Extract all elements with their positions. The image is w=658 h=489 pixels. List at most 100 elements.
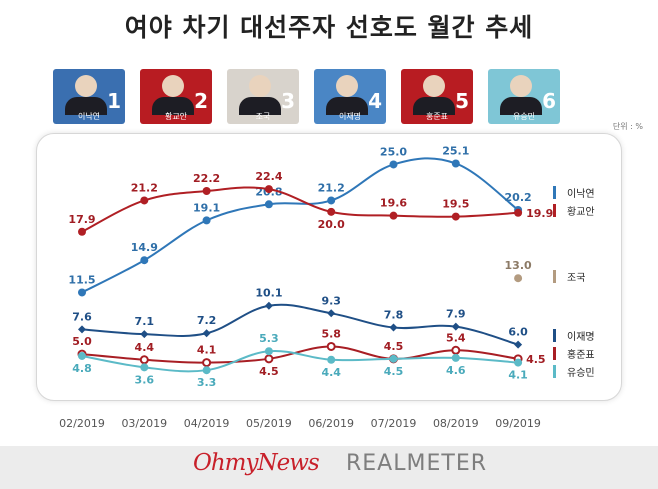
data-point	[264, 185, 273, 194]
data-point	[327, 196, 336, 205]
legend-swatch	[553, 365, 556, 378]
data-label: 5.3	[259, 332, 279, 345]
legend-swatch	[553, 270, 556, 283]
data-label: 4.5	[259, 365, 279, 378]
data-point	[202, 358, 212, 368]
unit-label: 단위 : %	[612, 122, 643, 131]
data-label: 4.1	[197, 344, 217, 357]
candidate-number: 1	[107, 89, 121, 113]
candidate-card: 6 유승민	[488, 69, 560, 124]
data-label: 5.8	[321, 327, 341, 340]
x-tick-label: 07/2019	[371, 417, 417, 430]
data-label: 5.0	[72, 335, 92, 348]
x-tick-label: 09/2019	[495, 417, 541, 430]
candidate-number: 4	[368, 89, 382, 113]
data-point	[389, 211, 398, 220]
legend-label: 홍준표	[567, 348, 595, 361]
data-label: 4.4	[135, 341, 155, 354]
chart-title: 여야 차기 대선주자 선호도 월간 추세	[124, 13, 534, 42]
data-label: 20.0	[318, 218, 345, 231]
x-tick-label: 05/2019	[246, 417, 292, 430]
data-label: 7.6	[72, 310, 92, 323]
series-line	[81, 349, 519, 373]
data-label: 19.1	[193, 201, 220, 214]
data-point	[326, 341, 336, 351]
data-label: 19.5	[442, 198, 469, 211]
x-tick-label: 06/2019	[308, 417, 354, 430]
data-point	[140, 256, 149, 265]
legend-label: 조국	[567, 272, 585, 284]
data-label: 7.1	[135, 315, 155, 328]
series-line	[81, 345, 519, 364]
realmeter-logo: REALMETER	[346, 451, 487, 476]
data-point	[327, 355, 336, 364]
data-point	[202, 186, 211, 195]
candidate-name: 유승민	[512, 112, 536, 121]
data-point	[139, 355, 149, 365]
candidate-card: 5 홍준표	[401, 69, 473, 124]
data-label: 11.5	[68, 273, 95, 286]
candidate-name: 홍준표	[425, 112, 449, 121]
data-label: 17.9	[68, 213, 95, 226]
candidate-number: 6	[542, 89, 556, 113]
data-point	[202, 329, 211, 338]
data-label: 25.0	[380, 145, 407, 158]
data-point	[140, 196, 149, 205]
data-point	[264, 347, 273, 356]
data-point	[140, 330, 149, 339]
data-label: 4.5	[384, 365, 404, 378]
logo-bar: OhmyNews REALMETER	[0, 446, 658, 489]
data-label: 9.3	[321, 294, 341, 307]
data-point	[78, 227, 86, 236]
data-point	[451, 159, 460, 168]
data-point	[514, 358, 523, 367]
data-point	[78, 351, 86, 360]
legend-label: 유승민	[567, 367, 595, 379]
data-label: 6.0	[508, 326, 528, 339]
data-label: 19.6	[380, 197, 407, 210]
data-point	[514, 208, 523, 217]
data-point	[514, 340, 523, 349]
series-line	[81, 157, 519, 294]
data-label: 22.2	[193, 172, 220, 185]
data-point	[389, 160, 398, 169]
x-tick-label: 08/2019	[433, 417, 479, 430]
candidate-name: 조국	[255, 112, 271, 121]
data-label: 13.0	[505, 259, 532, 272]
data-label: 20.2	[505, 191, 532, 204]
candidate-number: 5	[455, 89, 469, 113]
legend-swatch	[553, 186, 556, 199]
data-point	[389, 323, 398, 332]
data-label: 7.8	[384, 309, 404, 322]
data-label: 10.1	[255, 287, 282, 300]
legend-label: 황교안	[567, 206, 595, 218]
data-point	[451, 212, 460, 221]
candidate-number: 2	[194, 89, 208, 113]
candidate-name: 황교안	[164, 112, 188, 121]
legend-label: 이재명	[567, 331, 595, 343]
data-point	[78, 325, 86, 334]
data-point	[514, 274, 523, 283]
data-point	[327, 309, 336, 318]
data-label: 4.4	[321, 366, 341, 379]
data-label: 14.9	[131, 241, 158, 254]
data-point	[327, 207, 336, 216]
data-label: 7.9	[446, 308, 466, 321]
data-point	[202, 366, 211, 375]
data-label: 4.8	[72, 362, 92, 375]
data-label: 5.4	[446, 331, 466, 344]
data-label: 4.1	[508, 369, 528, 382]
data-label: 4.5	[526, 353, 546, 366]
candidate-name: 이재명	[338, 112, 362, 121]
data-point	[264, 354, 274, 364]
candidate-name: 이낙연	[77, 112, 101, 121]
data-point	[451, 353, 460, 362]
legend-swatch	[553, 329, 556, 342]
data-label: 19.9	[526, 207, 553, 220]
candidate-number: 3	[281, 89, 295, 113]
data-label: 3.6	[135, 373, 155, 386]
data-label: 21.2	[131, 181, 158, 194]
ohmynews-logo: OhmyNews	[193, 450, 320, 476]
x-tick-label: 03/2019	[121, 417, 167, 430]
